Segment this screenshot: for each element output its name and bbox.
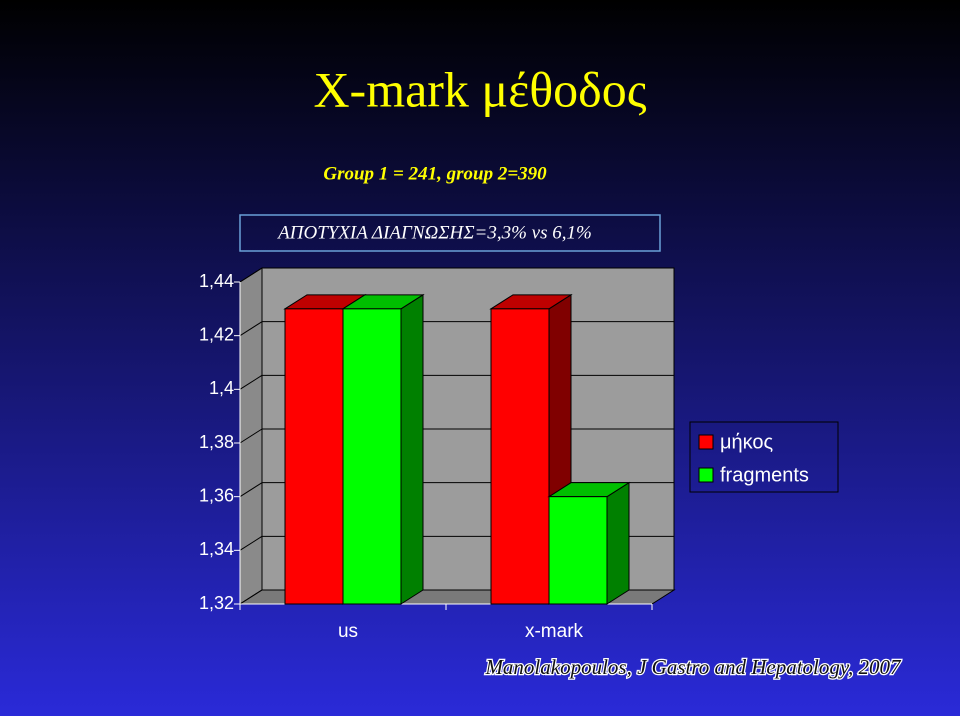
bar xyxy=(284,308,344,605)
grid-line-side xyxy=(239,321,263,337)
y-tick-label: 1,32 xyxy=(199,593,234,613)
x-tick-label: us xyxy=(338,621,358,642)
y-tick-label: 1,34 xyxy=(199,539,234,559)
grid-line-side xyxy=(239,374,263,390)
bar-side xyxy=(400,293,424,605)
chart-title: X-mark μέθοδος xyxy=(313,61,646,117)
legend-swatch xyxy=(698,467,714,483)
x-tick-label: x-mark xyxy=(525,621,584,642)
y-tick-label: 1,38 xyxy=(199,432,234,452)
legend-swatch xyxy=(698,434,714,450)
legend-label: fragments xyxy=(720,464,809,486)
grid-line-side xyxy=(239,589,263,605)
bar xyxy=(342,308,402,605)
bar xyxy=(548,496,608,605)
bar-side xyxy=(606,481,630,605)
legend-label: μήκος xyxy=(720,431,774,453)
y-tick-label: 1,42 xyxy=(199,324,234,344)
legend-box xyxy=(689,421,839,493)
subtitle: Group 1 = 241, group 2=390 xyxy=(323,163,547,184)
bar xyxy=(490,308,550,605)
y-tick-label: 1,44 xyxy=(199,271,234,291)
y-tick-label: 1,4 xyxy=(209,378,234,398)
grid-line-side xyxy=(239,482,263,498)
source: Manolakopoulos, J Gastro and Hepatology,… xyxy=(484,655,902,679)
annotation: ΑΠΟΤΥΧΙΑ ΔΙΑΓΝΩΣΗΣ=3,3% vs 6,1% xyxy=(276,222,592,243)
annotation-box xyxy=(239,214,661,252)
plot: 1,32 1,34 1,36 1,38 1,4 1,42 1,44 us x-mark μήκος… xyxy=(199,267,839,642)
y-tick-label: 1,36 xyxy=(199,485,234,505)
grid-line-side xyxy=(239,535,263,551)
grid-line-side xyxy=(239,428,263,444)
grid-line-side xyxy=(239,267,263,283)
